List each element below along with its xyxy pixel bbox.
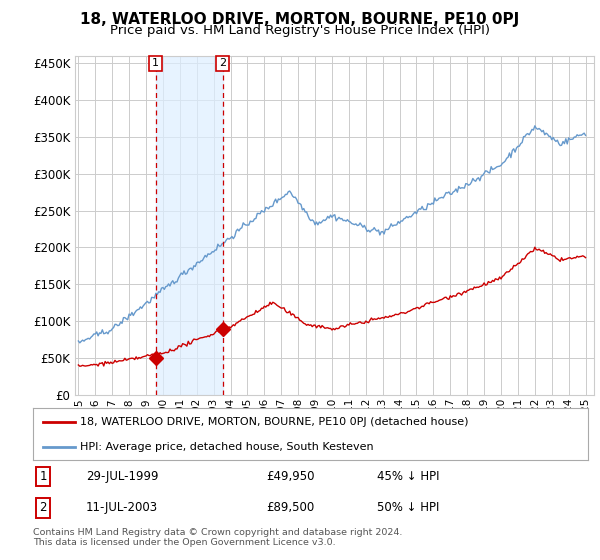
Text: 18, WATERLOO DRIVE, MORTON, BOURNE, PE10 0PJ (detached house): 18, WATERLOO DRIVE, MORTON, BOURNE, PE10… — [80, 417, 469, 427]
Text: 29-JUL-1999: 29-JUL-1999 — [86, 470, 158, 483]
Text: HPI: Average price, detached house, South Kesteven: HPI: Average price, detached house, Sout… — [80, 442, 374, 452]
Text: 45% ↓ HPI: 45% ↓ HPI — [377, 470, 440, 483]
Text: 11-JUL-2003: 11-JUL-2003 — [86, 501, 158, 514]
Text: 50% ↓ HPI: 50% ↓ HPI — [377, 501, 439, 514]
Text: Contains HM Land Registry data © Crown copyright and database right 2024.
This d: Contains HM Land Registry data © Crown c… — [33, 528, 403, 547]
Text: 1: 1 — [152, 58, 159, 68]
Text: £89,500: £89,500 — [266, 501, 314, 514]
Text: 1: 1 — [39, 470, 47, 483]
Text: Price paid vs. HM Land Registry's House Price Index (HPI): Price paid vs. HM Land Registry's House … — [110, 24, 490, 37]
Text: 2: 2 — [219, 58, 226, 68]
Bar — [155, 56, 223, 395]
Text: 18, WATERLOO DRIVE, MORTON, BOURNE, PE10 0PJ: 18, WATERLOO DRIVE, MORTON, BOURNE, PE10… — [80, 12, 520, 27]
Text: £49,950: £49,950 — [266, 470, 314, 483]
Text: 2: 2 — [39, 501, 47, 514]
